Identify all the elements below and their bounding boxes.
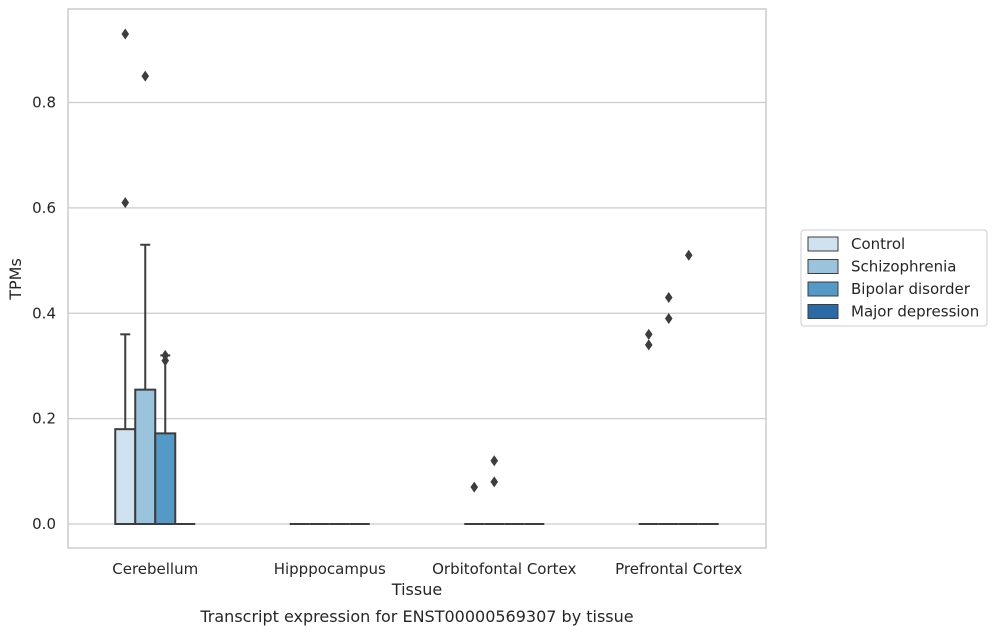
outlier-point	[470, 481, 479, 493]
outlier-point	[161, 349, 170, 361]
outliers	[121, 28, 693, 493]
outlier-point	[490, 455, 499, 467]
legend-swatch	[807, 259, 839, 274]
legend-swatch	[807, 281, 839, 297]
box-control	[114, 333, 137, 526]
outlier-point	[141, 70, 150, 82]
box-body	[114, 428, 137, 526]
x-axis-ticks: Cerebellum Hipppocampus Orbitofontal Corte…	[112, 560, 742, 578]
box-bipolar-disorder	[154, 354, 177, 525]
chart-caption: Transcript expression for ENST0000056930…	[199, 607, 633, 626]
legend-frame	[800, 229, 988, 327]
outlier-point	[644, 339, 653, 351]
y-tick-label: 0.2	[32, 410, 56, 428]
outlier-point	[664, 291, 673, 303]
box-schizophrenia	[134, 243, 157, 525]
y-axis-ticks: 0.0 0.2 0.4 0.6 0.8	[32, 94, 56, 534]
y-axis-label: TPMs	[6, 258, 25, 301]
legend-swatch	[807, 236, 839, 252]
boxes	[114, 243, 719, 526]
x-tick-label: Prefrontal Cortex	[615, 560, 742, 578]
x-tick-label: Cerebellum	[112, 560, 198, 578]
legend-entry-label: Schizophrenia	[851, 258, 956, 276]
legend-swatch	[807, 304, 839, 319]
outlier-point	[121, 197, 130, 209]
outlier-point	[490, 476, 499, 488]
box-body	[154, 432, 177, 525]
y-tick-label: 0.8	[32, 94, 56, 112]
x-tick-label: Orbitofontal Cortex	[432, 560, 576, 578]
box-body	[134, 388, 157, 525]
legend-entry-label: Control	[851, 235, 905, 253]
x-axis-label: Tissue	[391, 580, 442, 599]
outlier-point	[644, 328, 653, 340]
y-tick-label: 0.6	[32, 199, 56, 217]
legend: Control Schizophrenia Bipolar disorder Majo…	[800, 229, 988, 327]
legend-entry-label: Major depression	[851, 303, 979, 321]
x-tick-label: Hipppocampus	[274, 560, 386, 578]
y-tick-label: 0.4	[32, 304, 56, 322]
outlier-point	[121, 28, 130, 40]
y-tick-label: 0.0	[32, 515, 56, 533]
outlier-point	[664, 313, 673, 325]
legend-entry-label: Bipolar disorder	[851, 280, 971, 298]
outlier-point	[684, 249, 693, 261]
plot-area-frame	[67, 8, 767, 549]
